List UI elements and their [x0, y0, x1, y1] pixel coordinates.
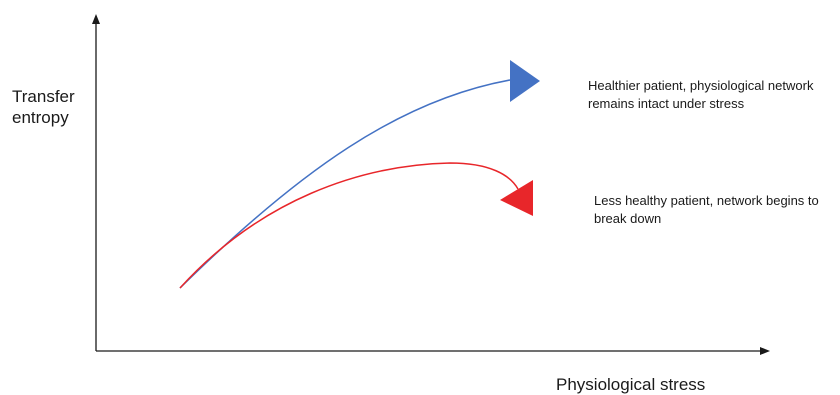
unhealthy-annotation-line-2: break down: [594, 211, 662, 227]
x-axis-label: Physiological stress: [556, 375, 706, 394]
unhealthy-curve: [179, 162, 519, 289]
y-axis-label-line-1: Transfer: [12, 87, 75, 106]
unhealthy-annotation-line-1: Less healthy patient, network begins to: [594, 193, 819, 208]
y-axis-label: Transfer entropy: [12, 86, 75, 129]
healthy-annotation: Healthier patient, physiological network…: [588, 77, 813, 113]
unhealthy-annotation: Less healthy patient, network begins to …: [594, 192, 819, 228]
healthy-annotation-line-2: remains intact under stress: [588, 96, 745, 112]
healthy-arrowhead: [510, 60, 540, 102]
y-axis-label-line-2: entropy: [12, 108, 69, 128]
healthy-annotation-line-1: Healthier patient, physiological network: [588, 78, 814, 93]
x-axis-arrowhead: [760, 347, 770, 355]
healthy-curve: [179, 79, 511, 289]
y-axis-arrowhead: [92, 14, 100, 24]
unhealthy-arrowhead: [500, 180, 533, 216]
